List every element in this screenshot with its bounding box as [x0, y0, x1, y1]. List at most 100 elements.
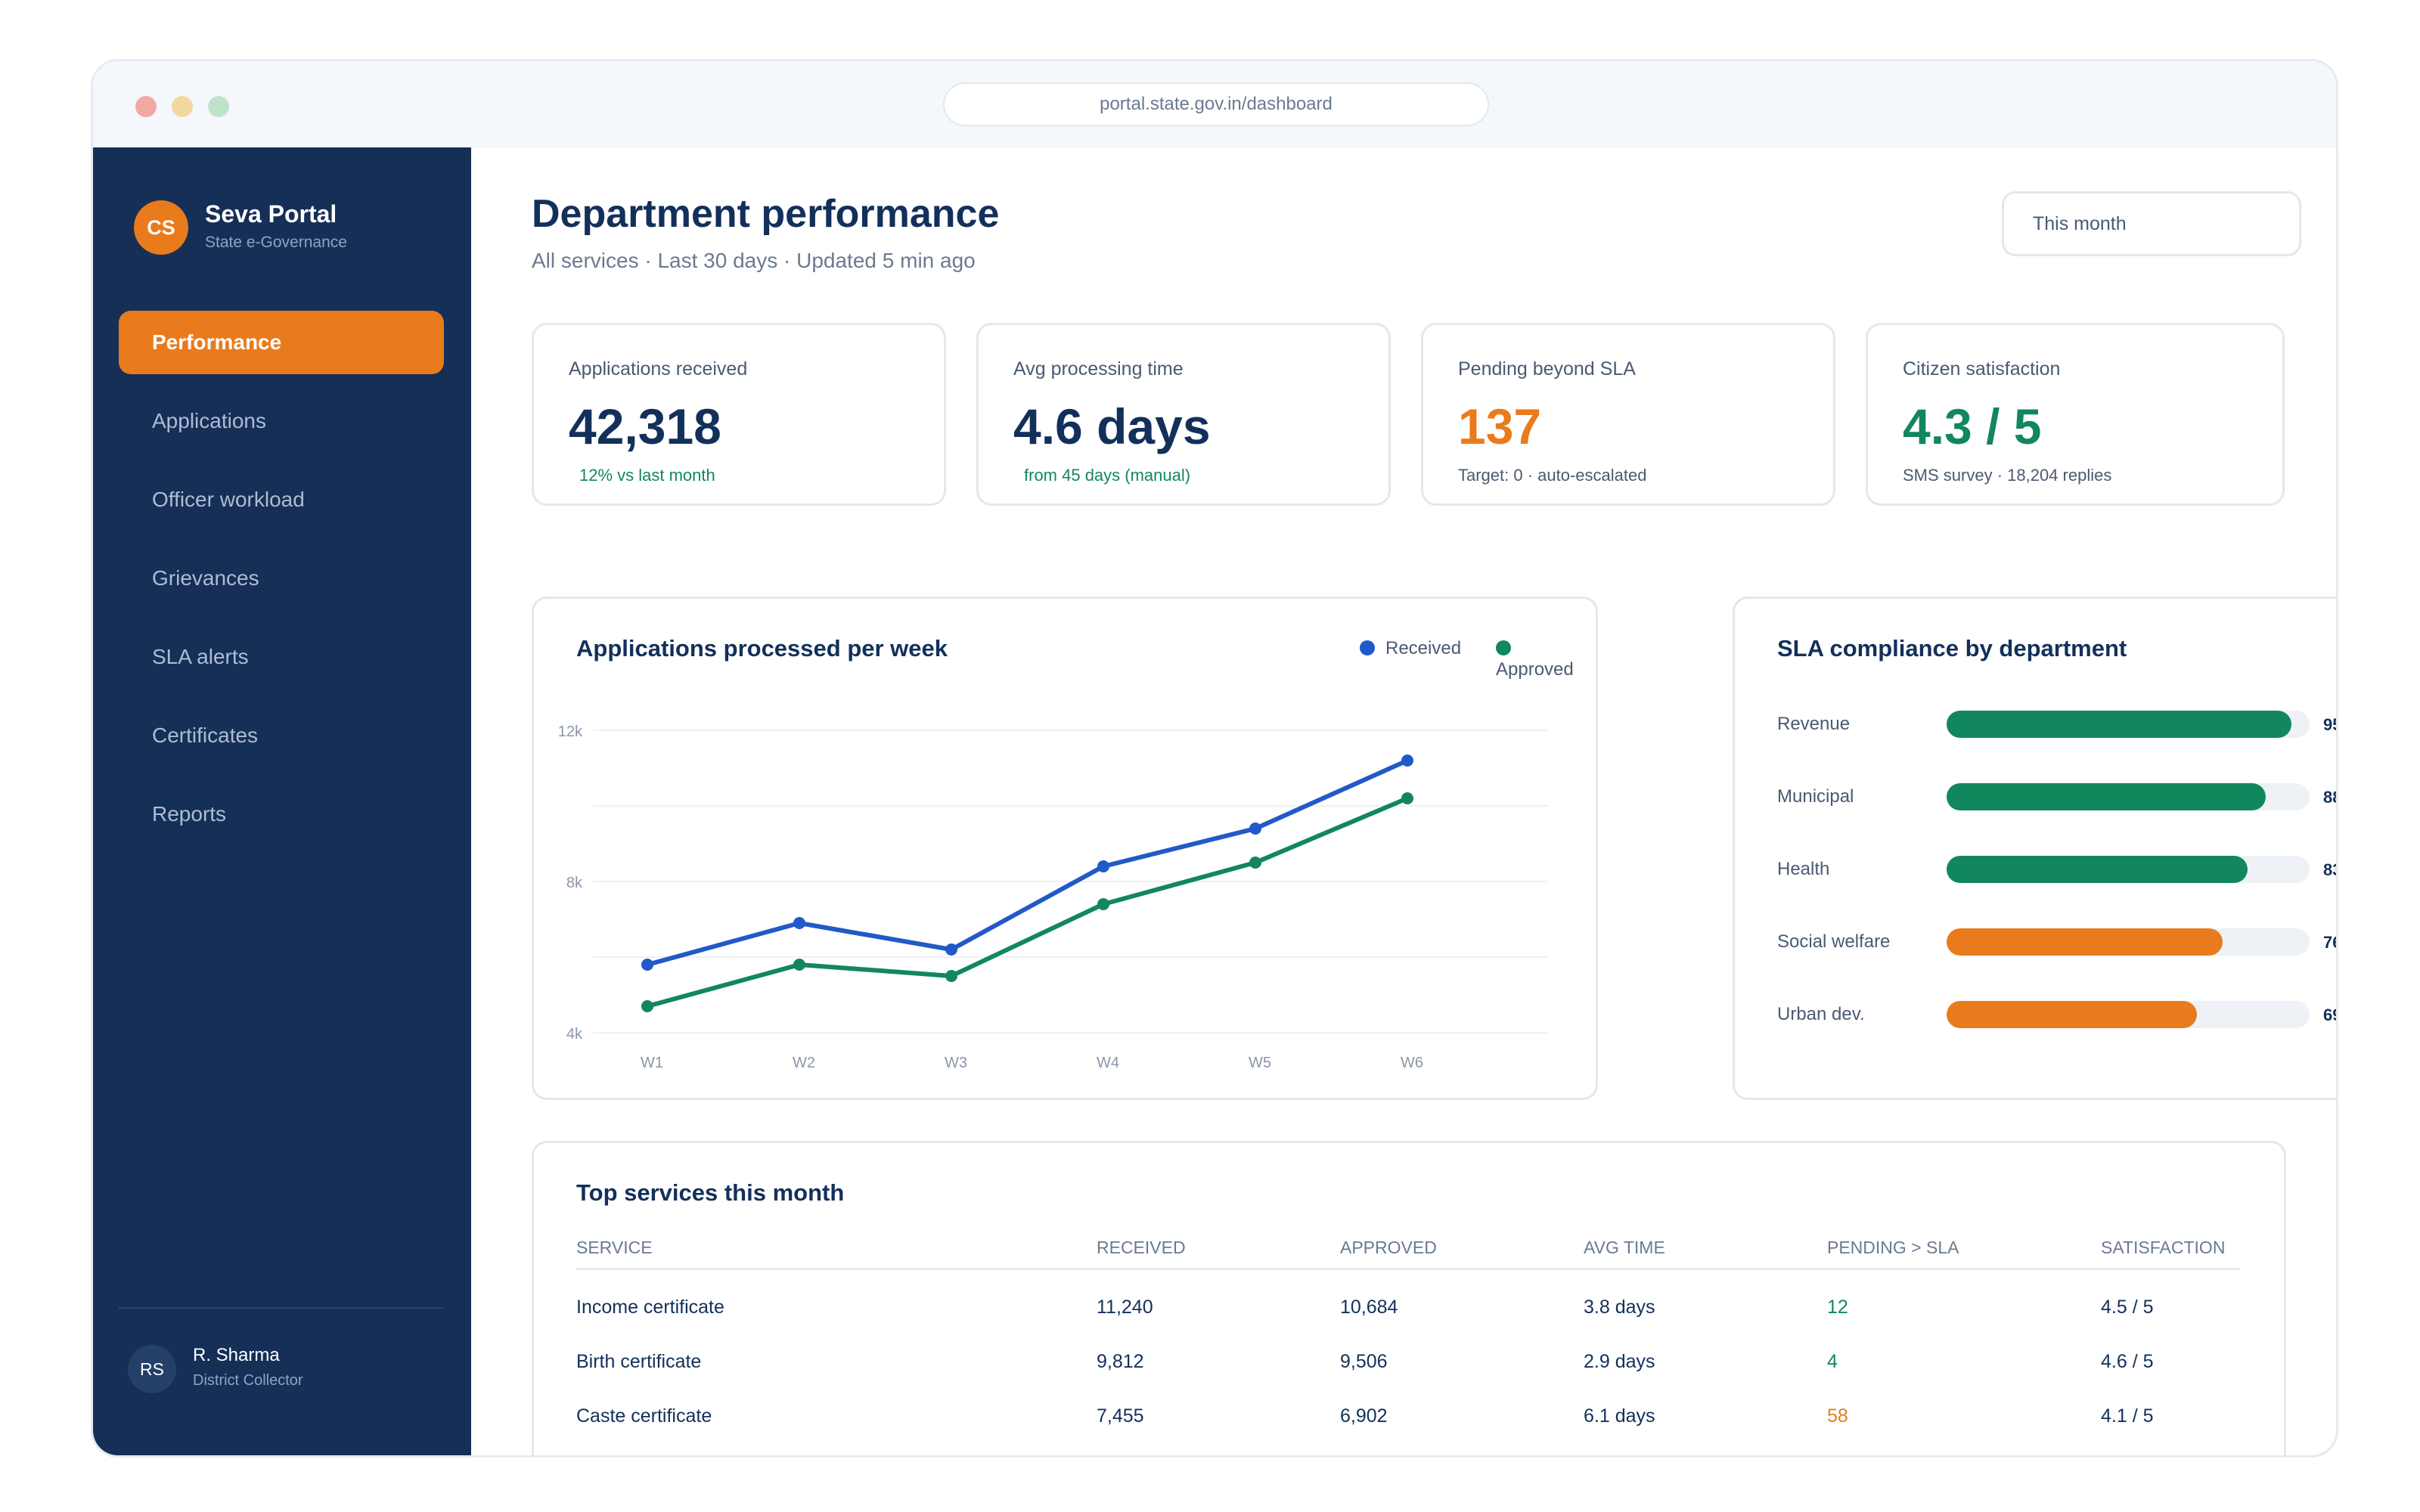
column-header[interactable]: APPROVED: [1340, 1228, 1584, 1270]
minimize-window-icon[interactable]: [172, 96, 193, 117]
sla-bar: [1947, 928, 2223, 956]
sla-percent-label: 69%: [2323, 1005, 2336, 1024]
sla-row: Social welfare 76%: [1777, 927, 2336, 957]
data-point-approved: [1249, 857, 1261, 869]
maximize-window-icon[interactable]: [208, 96, 229, 117]
user-name: R. Sharma: [193, 1345, 280, 1365]
service-name: Income certificate: [576, 1297, 724, 1318]
data-point-received: [1401, 754, 1413, 767]
sla-row: Municipal 88%: [1777, 782, 2336, 812]
legend-label: Received: [1385, 638, 1462, 658]
address-bar[interactable]: portal.state.gov.in/dashboard: [943, 82, 1489, 126]
service-name: Caste certificate: [576, 1405, 712, 1427]
brand-subtitle: State e-Governance: [205, 234, 347, 251]
received-count: 9,812: [1097, 1351, 1144, 1372]
x-tick-label: W2: [793, 1055, 815, 1071]
kpi-note: Target: 0 · auto-escalated: [1458, 466, 1647, 485]
data-point-received: [945, 943, 957, 956]
sidebar-item-sla-alerts[interactable]: SLA alerts: [152, 645, 249, 668]
pending-sla-count: 12: [1827, 1297, 1848, 1318]
sla-bar: [1947, 856, 2248, 883]
table-row[interactable]: Income certificate 11,240 10,684 3.8 day…: [576, 1269, 2240, 1323]
sidebar-item-reports[interactable]: Reports: [152, 802, 227, 826]
data-point-approved: [793, 959, 805, 971]
kpi-label: Avg processing time: [1013, 358, 1184, 380]
kpi-label: Citizen satisfaction: [1903, 358, 2061, 380]
column-header[interactable]: AVG TIME: [1584, 1228, 1827, 1270]
table-header-row: SERVICE RECEIVED APPROVED AVG TIME PENDI…: [576, 1228, 2240, 1270]
sla-bar-track: [1947, 856, 2310, 883]
data-point-approved: [1097, 898, 1109, 910]
sla-bar-track: [1947, 711, 2310, 738]
services-table-title: Top services this month: [576, 1179, 845, 1206]
browser-titlebar: portal.state.gov.in/dashboard: [93, 61, 2336, 147]
sla-department-label: Municipal: [1777, 786, 1854, 807]
sla-row: Urban dev. 69%: [1777, 999, 2336, 1030]
chart-title: Applications processed per week: [576, 635, 948, 662]
sidebar-item-performance[interactable]: Performance: [119, 311, 444, 374]
brand-name: Seva Portal: [205, 200, 337, 228]
top-services-card: Top services this month SERVICE RECEIVED…: [532, 1141, 2286, 1455]
sla-department-label: Revenue: [1777, 714, 1851, 734]
sla-department-label: Social welfare: [1777, 931, 1891, 952]
data-point-received: [793, 917, 805, 929]
user-role: District Collector: [193, 1372, 303, 1389]
kpi-value: 4.6 days: [1013, 398, 1211, 454]
sla-bar: [1947, 783, 2266, 810]
column-header[interactable]: SATISFACTION: [2101, 1228, 2240, 1270]
x-tick-label: W5: [1249, 1055, 1271, 1071]
close-window-icon[interactable]: [135, 96, 157, 117]
satisfaction-score: 4.5 / 5: [2101, 1297, 2154, 1318]
column-header[interactable]: RECEIVED: [1097, 1228, 1340, 1270]
data-point-received: [1097, 860, 1109, 872]
sla-card-title: SLA compliance by department: [1777, 635, 2127, 662]
kpi-card-pending-sla: Pending beyond SLA 137 Target: 0 · auto-…: [1421, 323, 1835, 506]
column-header[interactable]: PENDING > SLA: [1827, 1228, 2101, 1270]
sla-bar: [1947, 711, 2291, 738]
user-avatar[interactable]: RS: [128, 1345, 176, 1393]
kpi-card-applications: Applications received 42,318 12% vs last…: [532, 323, 946, 506]
page-subtitle: All services · Last 30 days · Updated 5 …: [532, 249, 976, 272]
satisfaction-score: 4.6 / 5: [2101, 1351, 2154, 1372]
table-row[interactable]: Birth certificate 9,812 9,506 2.9 days 4…: [576, 1323, 2240, 1377]
kpi-value: 137: [1458, 398, 1542, 454]
weekly-chart-card: Applications processed per week Received…: [532, 596, 1598, 1100]
data-point-approved: [945, 970, 957, 982]
table-row[interactable]: Caste certificate 7,455 6,902 6.1 days 5…: [576, 1377, 2240, 1432]
data-point-received: [1249, 823, 1261, 835]
sidebar-nav: Performance Applications Officer workloa…: [119, 311, 444, 861]
approved-count: 9,506: [1340, 1351, 1388, 1372]
sla-department-label: Health: [1777, 859, 1830, 879]
services-table: SERVICE RECEIVED APPROVED AVG TIME PENDI…: [576, 1228, 2240, 1432]
sidebar-divider: [119, 1307, 444, 1309]
x-tick-label: W4: [1097, 1055, 1119, 1071]
legend-received[interactable]: Received: [1360, 638, 1461, 659]
approved-count: 10,684: [1340, 1297, 1398, 1318]
avg-time: 6.1 days: [1584, 1405, 1655, 1427]
sla-percent-label: 76%: [2323, 933, 2336, 952]
sidebar-item-officer-workload[interactable]: Officer workload: [152, 488, 305, 511]
sla-row: Health 83%: [1777, 854, 2336, 885]
x-tick-label: W1: [641, 1055, 663, 1071]
main-content: Department performance All services · La…: [471, 147, 2336, 1455]
kpi-label: Pending beyond SLA: [1458, 358, 1636, 380]
column-header[interactable]: SERVICE: [576, 1228, 1097, 1270]
received-count: 7,455: [1097, 1405, 1144, 1427]
data-point-approved: [1401, 792, 1413, 804]
sidebar-item-applications[interactable]: Applications: [152, 409, 266, 432]
service-name: Birth certificate: [576, 1351, 702, 1372]
series-line-approved: [645, 796, 1410, 1009]
data-point-approved: [641, 1000, 653, 1012]
series-line-received: [645, 758, 1410, 967]
sla-bar-track: [1947, 928, 2310, 956]
sla-percent-label: 95%: [2323, 715, 2336, 734]
sidebar-item-certificates[interactable]: Certificates: [152, 723, 259, 747]
kpi-note: SMS survey · 18,204 replies: [1903, 466, 2112, 485]
sidebar-item-grievances[interactable]: Grievances: [152, 566, 259, 590]
legend-approved[interactable]: Approved: [1496, 638, 1596, 680]
legend-dot-icon: [1360, 640, 1375, 655]
date-range-select[interactable]: This month: [2002, 191, 2301, 256]
pending-sla-count: 58: [1827, 1405, 1848, 1427]
pending-sla-count: 4: [1827, 1351, 1838, 1372]
sla-compliance-card: SLA compliance by department Revenue 95% M…: [1733, 596, 2336, 1100]
